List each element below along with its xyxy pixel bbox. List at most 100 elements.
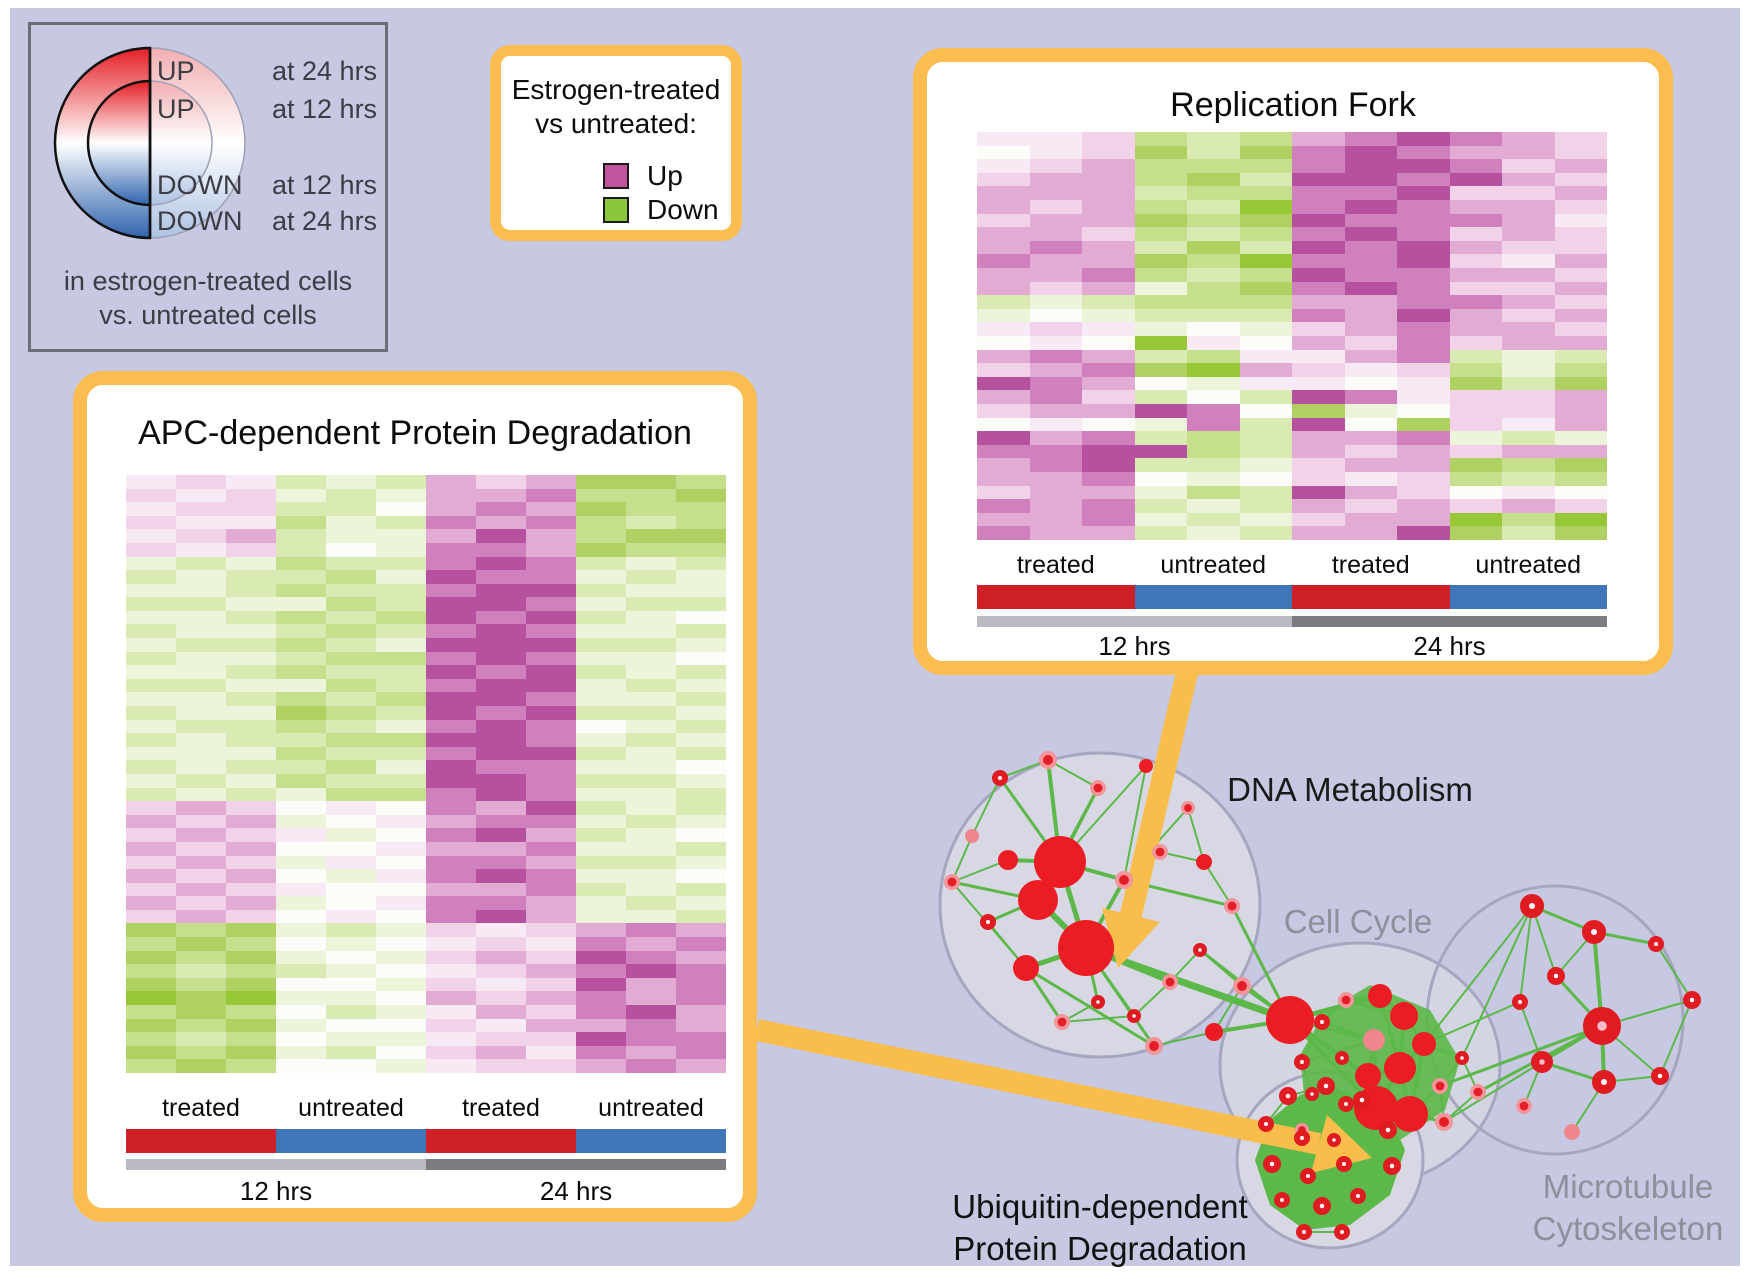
heatmap-cell — [126, 855, 176, 870]
heatmap-cell — [1397, 458, 1450, 472]
panel-to-cluster-arrow-shaft — [754, 1019, 1322, 1155]
heatmap-cell — [626, 678, 676, 693]
heatmap-cell — [1239, 159, 1292, 173]
heatmap-cell — [1082, 336, 1135, 350]
heatmap-cell — [1029, 485, 1082, 500]
heatmap-cell — [626, 787, 676, 802]
heatmap-cell — [626, 542, 676, 557]
heatmap-cell — [1239, 472, 1292, 486]
network-edge — [1461, 905, 1533, 1059]
network-edge — [1061, 1015, 1135, 1023]
heatmap-cell — [176, 692, 226, 707]
heatmap-cell — [1082, 390, 1135, 404]
heatmap-cell — [1292, 308, 1345, 323]
network-edge — [951, 859, 1009, 883]
heatmap-cell — [1449, 254, 1502, 268]
heatmap-cell — [576, 923, 626, 938]
rf-label-24hrs: 24 hrs — [1413, 631, 1486, 661]
heatmap-cell — [1397, 132, 1450, 146]
heatmap-cell — [1449, 444, 1502, 459]
heatmap-cell — [526, 841, 576, 856]
heatmap-cell — [1292, 281, 1345, 296]
heatmap-cell — [1134, 349, 1187, 364]
heatmap-cell — [1029, 132, 1082, 146]
heatmap-cell — [176, 1005, 226, 1019]
heatmap-cell — [426, 1018, 476, 1033]
heatmap-cell — [126, 814, 176, 829]
gene-node-solid — [1392, 1096, 1428, 1132]
heatmap-cell — [1239, 227, 1292, 241]
heatmap-cell — [526, 624, 576, 639]
heatmap-cell — [676, 597, 726, 611]
gene-node-ring-pink — [1583, 1007, 1621, 1045]
heatmap-cell — [626, 1032, 676, 1046]
heatmap-cell — [526, 923, 576, 938]
network-edge — [1423, 1001, 1521, 1045]
heatmap-cell — [1502, 132, 1555, 146]
network-edge — [1123, 765, 1147, 881]
ring-outer-up-label: UP — [157, 56, 195, 86]
heatmap-cell — [326, 475, 376, 489]
heatmap-cell — [426, 529, 476, 543]
heatmap-cell — [1449, 213, 1502, 228]
heatmap-cell — [576, 937, 626, 951]
heatmap-cell — [126, 787, 176, 802]
heatmap-cell — [1502, 336, 1555, 350]
heatmap-cell — [1134, 526, 1187, 540]
heatmap-cell — [126, 556, 176, 571]
heatmap-cell — [326, 991, 376, 1006]
gene-node-halo-core — [1119, 875, 1129, 885]
heatmap-cell — [326, 665, 376, 679]
heatmap-cell — [176, 760, 226, 774]
gene-node-halo-core — [1057, 1017, 1067, 1027]
heatmap-cell — [626, 841, 676, 856]
heatmap-cell — [1397, 485, 1450, 500]
heatmap-cell — [576, 950, 626, 965]
heatmap-cell — [977, 472, 1030, 486]
heatmap-cell — [176, 964, 226, 978]
replication-fork-heatmap — [977, 132, 1607, 540]
heatmap-cell — [626, 556, 676, 571]
heatmap-cell — [326, 610, 376, 625]
ring-caption-line1: in estrogen-treated cells — [63, 266, 353, 296]
heatmap-cell — [1134, 132, 1187, 146]
heatmap-cell — [977, 526, 1030, 540]
heatmap-cell — [676, 991, 726, 1006]
apc-time-labels: 12 hrs 24 hrs — [126, 1176, 726, 1206]
heatmap-cell — [326, 597, 376, 611]
heatmap-cell — [476, 950, 526, 965]
heatmap-cell — [526, 542, 576, 557]
heatmap-cell — [1397, 186, 1450, 200]
dna-metabolism-label: DNA Metabolism — [1227, 771, 1473, 808]
heatmap-cell — [426, 583, 476, 598]
heatmap-cell — [176, 556, 226, 571]
heatmap-cell — [1292, 512, 1345, 527]
gene-node-ring — [980, 914, 996, 930]
heatmap-cell — [126, 937, 176, 951]
heatmap-cell — [326, 502, 376, 516]
heatmap-cell — [176, 909, 226, 924]
ring-inner-down-label: DOWN — [157, 170, 243, 200]
heatmap-cell — [226, 950, 276, 965]
heatmap-cell — [326, 651, 376, 666]
heatmap-cell — [1344, 485, 1397, 500]
heatmap-cell — [626, 692, 676, 707]
heatmap-cell — [1554, 322, 1607, 336]
heatmap-cell — [326, 760, 376, 774]
heatmap-cell — [526, 1045, 576, 1060]
panel-to-cluster-arrowhead — [1311, 1115, 1372, 1173]
rf-group-labels: treated untreated treated untreated — [977, 551, 1607, 579]
heatmap-cell — [676, 977, 726, 992]
heatmap-cell — [1449, 376, 1502, 391]
gene-node-pink — [1564, 1124, 1580, 1140]
heatmap-cell — [176, 977, 226, 992]
gene-node-ring — [1127, 1009, 1141, 1023]
apc-bar-untreated-12 — [276, 1129, 426, 1153]
heatmap-cell — [176, 583, 226, 598]
heatmap-cell — [1502, 458, 1555, 472]
heatmap-cell — [1344, 444, 1397, 459]
apc-time-colorbar — [126, 1159, 726, 1170]
heatmap-cell — [376, 746, 426, 761]
heatmap-cell — [1187, 526, 1240, 540]
heatmap-cell — [426, 597, 476, 611]
